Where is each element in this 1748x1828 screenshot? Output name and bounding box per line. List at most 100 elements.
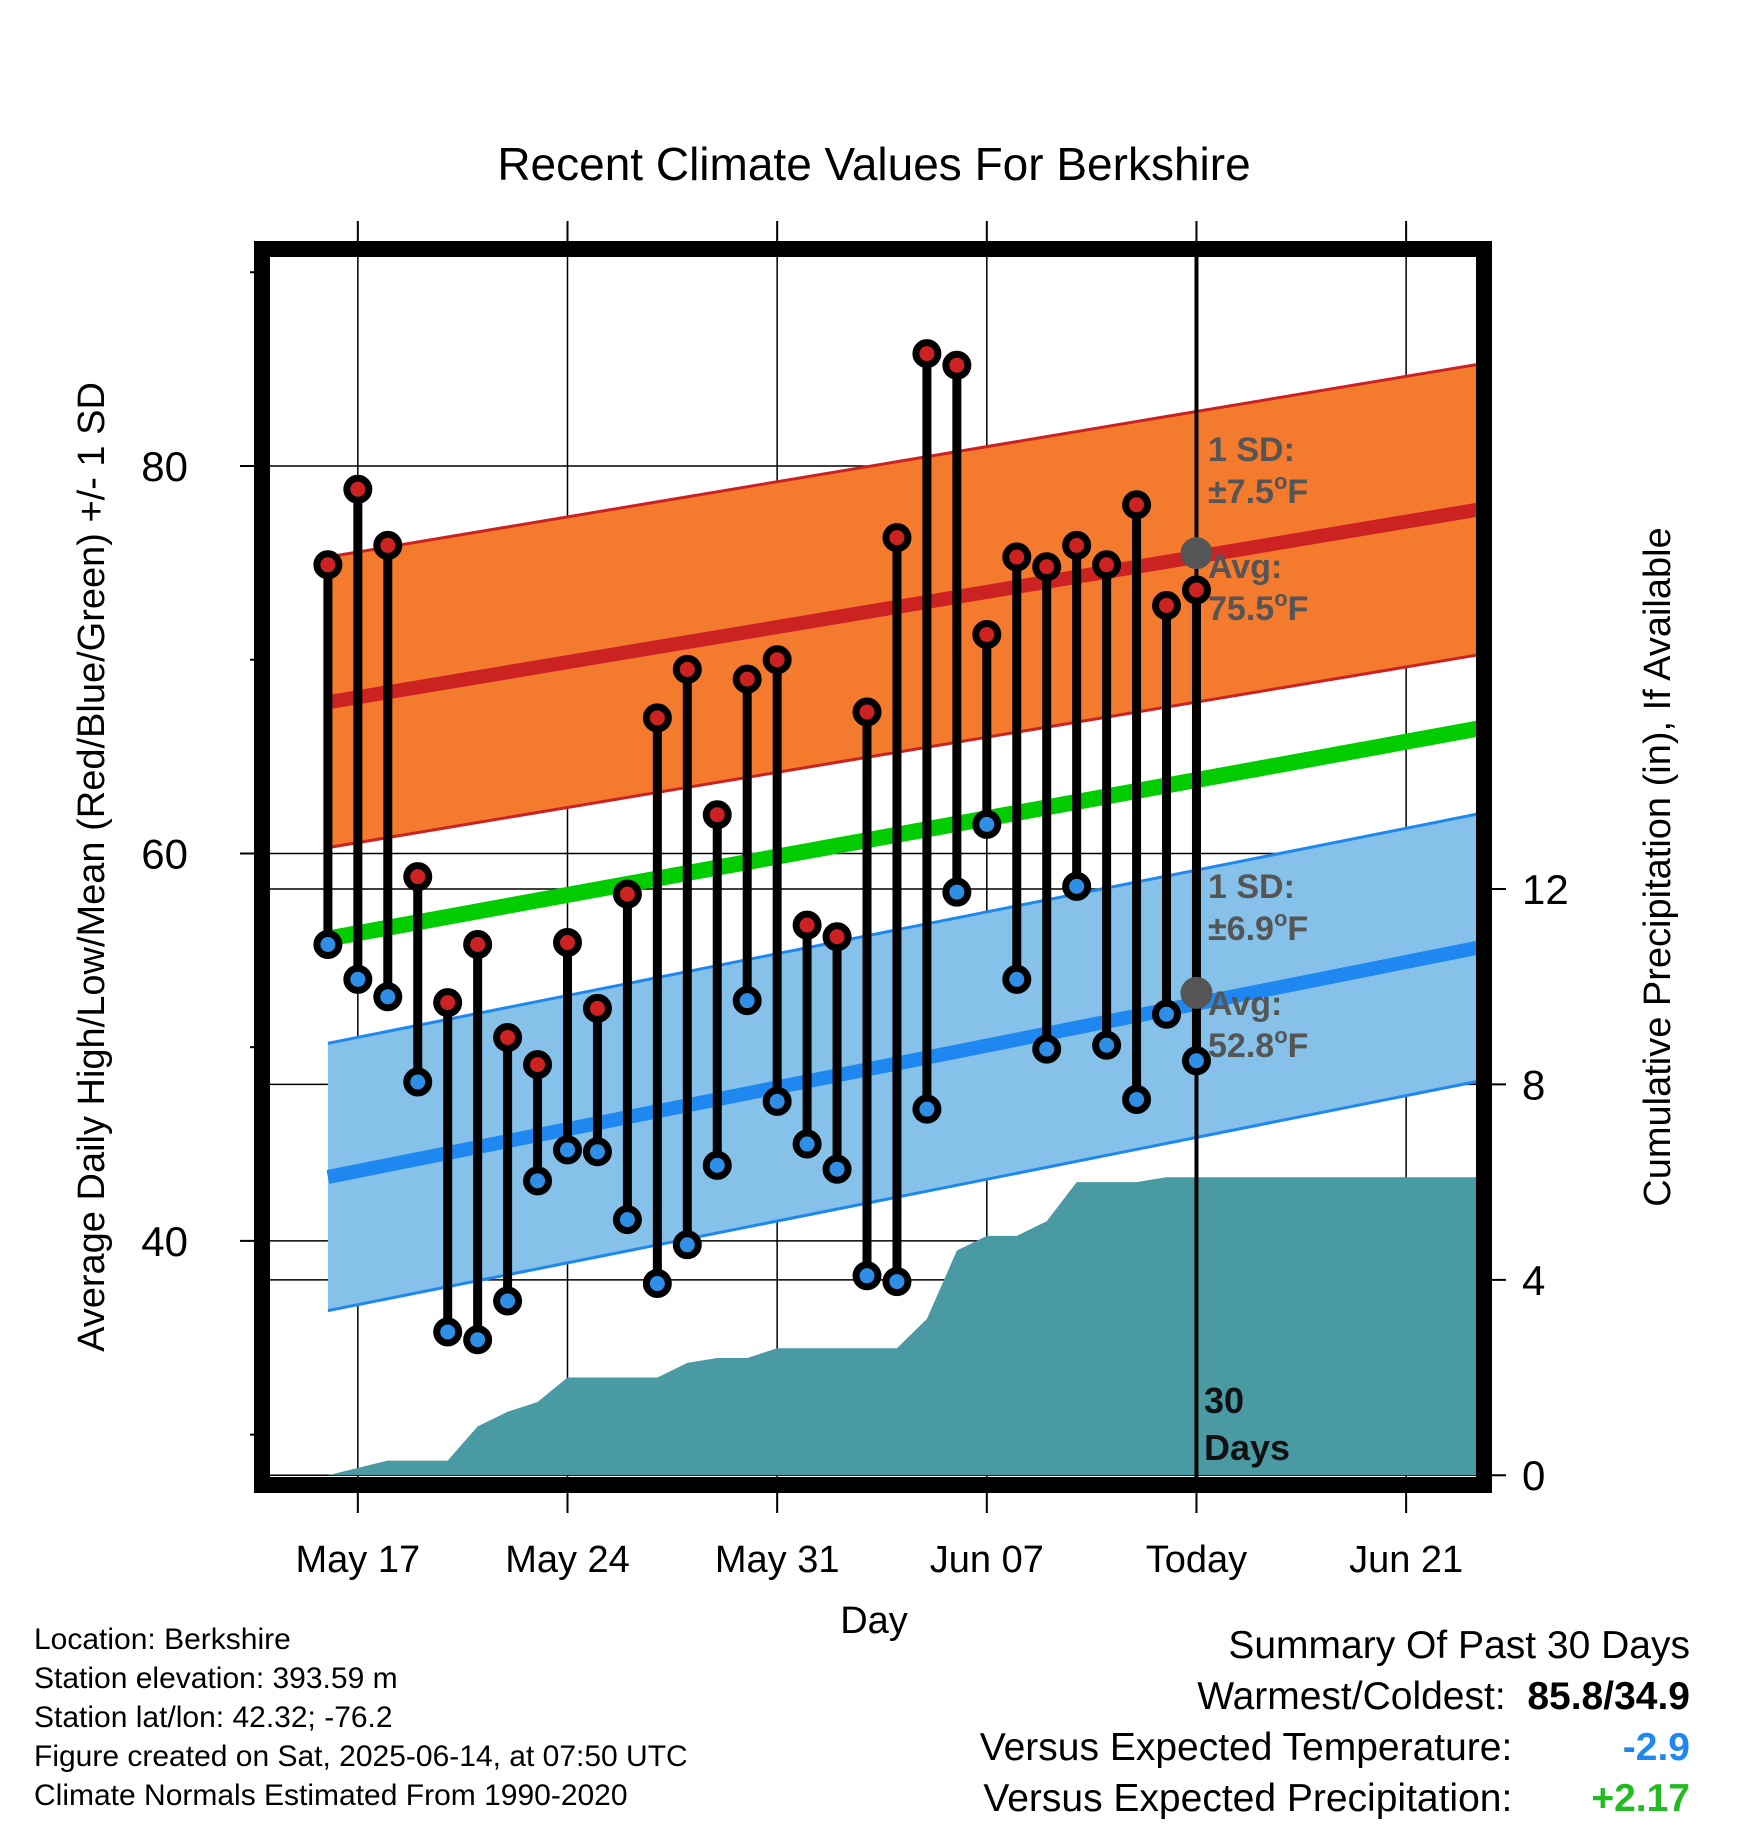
plot-area — [313, 249, 1484, 1485]
high-point — [612, 879, 642, 909]
summary-panel: Summary Of Past 30 Days Warmest/Coldest:… — [980, 1620, 1690, 1824]
low-point — [942, 877, 972, 907]
low-sd-label: 1 SD: — [1208, 868, 1295, 906]
y2-tick-label: 4 — [1522, 1257, 1545, 1304]
low-avg-label: Avg: — [1208, 985, 1282, 1023]
y-tick-label: 80 — [141, 443, 188, 490]
low-point — [463, 1325, 493, 1355]
x-tick-label: Jun 21 — [1349, 1539, 1463, 1581]
high-point — [822, 922, 852, 952]
low-point — [1062, 871, 1092, 901]
warmest-label: Warmest/Coldest: — [1197, 1675, 1506, 1718]
chart-title: Recent Climate Values For Berkshire — [497, 138, 1250, 190]
high-point — [403, 862, 433, 892]
high-point — [1181, 575, 1211, 605]
created-text: Figure created on Sat, 2025-06-14, at 07… — [34, 1740, 688, 1773]
low-point — [852, 1261, 882, 1291]
high-point — [702, 800, 732, 830]
low-avg-value: 52.8oF — [1208, 1023, 1308, 1065]
low-point — [792, 1129, 822, 1159]
high-point — [792, 910, 822, 940]
latlon-text: Station lat/lon: 42.32; -76.2 — [34, 1701, 393, 1734]
plot-frame — [254, 241, 1492, 1493]
high-point — [1032, 552, 1062, 582]
y2-axis-label: Cumulative Precipitation (in), If Availa… — [1637, 527, 1679, 1206]
today-avg-low-marker — [1180, 976, 1213, 1009]
high-avg-label: Avg: — [1208, 548, 1282, 586]
low-point — [433, 1317, 463, 1347]
y2-tick-label: 8 — [1522, 1061, 1545, 1108]
high-point — [732, 664, 762, 694]
low-point — [373, 982, 403, 1012]
high-point — [582, 993, 612, 1023]
location-text: Location: Berkshire — [34, 1623, 291, 1656]
low-point — [523, 1166, 553, 1196]
x-axis-label: Day — [840, 1600, 908, 1642]
high-avg-value: 75.5oF — [1208, 586, 1308, 628]
elevation-text: Station elevation: 393.59 m — [34, 1662, 398, 1695]
precip-label: Versus Expected Precipitation: — [983, 1777, 1513, 1820]
high-point — [433, 988, 463, 1018]
low-point — [343, 964, 373, 994]
y-axis-title: Average Daily High/Low/Mean (Red/Blue/Gr… — [71, 382, 113, 1352]
axes: 40 60 80 0 4 8 12 May 17 May 24 May 31 Jun 07 Today… — [141, 221, 1569, 1581]
station-info: Location: Berkshire Station elevation: 3… — [34, 1620, 688, 1815]
x-tick-label: Today — [1146, 1539, 1247, 1581]
temp-label: Versus Expected Temperature: — [979, 1726, 1513, 1769]
low-point — [1152, 999, 1182, 1029]
chart-annotations: 1 SD: ±7.5oF Avg: 75.5oF 1 SD: ±6.9oF Av… — [1208, 431, 1308, 1065]
high-normal-upper-edge — [327, 361, 1484, 559]
precip-departure-value: +2.17 — [1591, 1777, 1690, 1820]
normal-bands — [326, 361, 1484, 1313]
summary-temp-row: Versus Expected Temperature: -2.9 — [980, 1722, 1690, 1773]
warmest-value: 85.8/34.9 — [1527, 1675, 1690, 1718]
low-point — [1002, 964, 1032, 994]
y2-axis-title: Cumulative Precipitation (in), If Availa… — [1637, 527, 1679, 1206]
low-point — [642, 1269, 672, 1299]
avg-high-line — [326, 501, 1484, 710]
low-point — [493, 1286, 523, 1316]
high-sd-value: ±7.5oF — [1208, 469, 1308, 511]
high-point — [1122, 490, 1152, 520]
low-point — [403, 1067, 433, 1097]
high-normal-lower-edge — [327, 652, 1484, 850]
low-point — [582, 1137, 612, 1167]
low-point — [912, 1094, 942, 1124]
low-point — [1092, 1030, 1122, 1060]
y2-tick-label: 0 — [1522, 1452, 1545, 1499]
low-point — [882, 1267, 912, 1297]
high-point — [672, 654, 702, 684]
high-point — [1062, 530, 1092, 560]
today-avg-high-marker — [1180, 537, 1213, 570]
high-point — [1092, 550, 1122, 580]
high-point — [1152, 590, 1182, 620]
high-point — [343, 474, 373, 504]
low-point — [672, 1230, 702, 1260]
x-tick-label: May 31 — [715, 1539, 840, 1581]
low-normal-upper-edge — [327, 811, 1484, 1045]
today-markers — [1180, 537, 1213, 1009]
avg-low-line — [326, 939, 1484, 1184]
high-point — [972, 620, 1002, 650]
high-point — [313, 550, 343, 580]
low-point — [762, 1086, 792, 1116]
high-point — [373, 530, 403, 560]
daily-points — [313, 339, 1211, 1355]
high-point — [882, 523, 912, 553]
summary-warmest-row: Warmest/Coldest: 85.8/34.9 — [980, 1671, 1690, 1722]
high-point — [523, 1050, 553, 1080]
summary-precip-row: Versus Expected Precipitation: +2.17 — [980, 1773, 1690, 1824]
low-sd-value: ±6.9oF — [1208, 906, 1308, 948]
high-sd-label: 1 SD: — [1208, 431, 1295, 469]
low-point — [612, 1205, 642, 1235]
low-point — [822, 1154, 852, 1184]
low-point — [702, 1150, 732, 1180]
low-normal-lower-edge — [327, 1078, 1484, 1313]
y-axis-label: Average Daily High/Low/Mean (Red/Blue/Gr… — [71, 382, 113, 1352]
days-count: 30 — [1204, 1380, 1244, 1421]
y-tick-label: 60 — [141, 830, 188, 877]
high-point — [912, 339, 942, 369]
high-point — [762, 645, 792, 675]
low-point — [553, 1135, 582, 1165]
